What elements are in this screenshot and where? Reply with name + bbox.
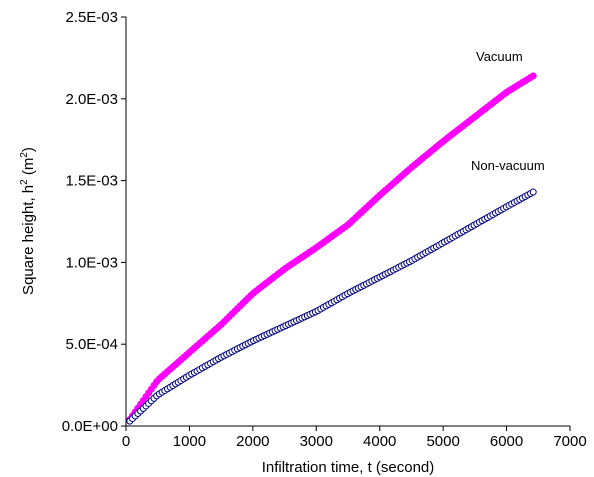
y-tick-label: 1.5E-03 [65, 173, 118, 190]
y-tick-label: 2.5E-03 [65, 9, 118, 26]
y-tick-label: 0.0E+00 [62, 418, 118, 435]
x-tick-label: 3000 [300, 433, 333, 450]
x-tick-label: 2000 [236, 433, 269, 450]
y-tick-label: 1.0E-03 [65, 254, 118, 271]
x-tick-label: 0 [122, 433, 130, 450]
x-axis-ticks: 0 1000 2000 3000 4000 5000 6000 7000 [122, 426, 587, 450]
x-tick-label: 1000 [173, 433, 206, 450]
x-tick-label: 6000 [490, 433, 523, 450]
x-axis-title: Infiltration time, t (second) [262, 459, 435, 476]
y-tick-label: 2.0E-03 [65, 91, 118, 108]
y-axis-ticks: 0.0E+00 5.0E-04 1.0E-03 1.5E-03 2.0E-03 2.5E-… [62, 9, 126, 435]
data-point [529, 188, 537, 196]
y-tick-label: 5.0E-04 [65, 336, 118, 353]
data-point [529, 72, 537, 80]
x-tick-label: 4000 [363, 433, 396, 450]
series-non-vacuum [126, 188, 537, 425]
y-axis-title: Square height, h2 (m2) [19, 147, 37, 295]
annotation-vacuum: Vacuum [476, 49, 523, 64]
x-tick-label: 5000 [426, 433, 459, 450]
annotation-non-vacuum: Non-vacuum [471, 158, 545, 173]
series-layer [126, 72, 537, 425]
x-tick-label: 7000 [553, 433, 586, 450]
